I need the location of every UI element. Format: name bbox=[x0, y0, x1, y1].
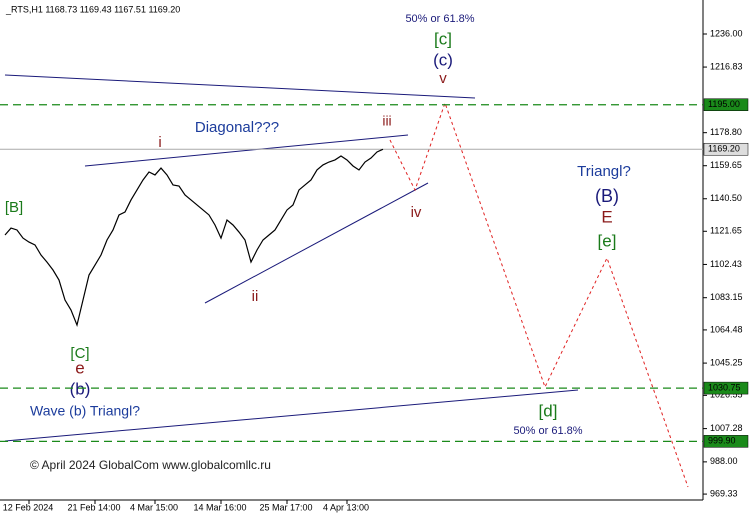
level-label: 999.90 bbox=[708, 436, 736, 446]
x-tick-label: 4 Mar 15:00 bbox=[130, 502, 178, 512]
annotation: e bbox=[75, 358, 84, 377]
annotation: 50% or 61.8% bbox=[513, 425, 582, 437]
x-tick-label: 14 Mar 16:00 bbox=[193, 502, 246, 512]
annotation: (B) bbox=[595, 186, 619, 206]
annotation: Wave (b) Triangl? bbox=[30, 403, 140, 419]
forecast-path bbox=[389, 101, 689, 488]
annotation: [c] bbox=[434, 29, 452, 48]
annotation: iii bbox=[382, 113, 391, 129]
y-tick-label: 1121.65 bbox=[710, 226, 742, 236]
y-tick-label: 969.33 bbox=[710, 488, 738, 498]
annotation: [e] bbox=[598, 231, 617, 250]
trendline bbox=[204, 182, 429, 304]
y-tick-label: 1178.80 bbox=[710, 127, 742, 137]
copyright: © April 2024 GlobalCom www.globalcomllc.… bbox=[30, 458, 271, 472]
annotation: [d] bbox=[539, 401, 558, 420]
level-label: 1030.75 bbox=[708, 382, 741, 392]
level-box bbox=[703, 98, 749, 111]
header: _RTS,H1 1168.73 1169.43 1167.51 1169.20 bbox=[5, 4, 180, 14]
trendlines bbox=[4, 74, 689, 488]
x-tick-label: 21 Feb 14:00 bbox=[67, 502, 120, 512]
price-line bbox=[4, 148, 384, 328]
y-tick-label: 1045.25 bbox=[710, 357, 743, 367]
y-tick-label: 1102.43 bbox=[710, 259, 742, 269]
annotation: v bbox=[439, 70, 447, 87]
annotation: [C] bbox=[70, 345, 89, 362]
y-tick-label: 1216.83 bbox=[710, 61, 743, 71]
annotation: [B] bbox=[5, 199, 23, 216]
level-box bbox=[703, 142, 749, 156]
annotation: ii bbox=[252, 288, 259, 305]
level-box bbox=[703, 381, 749, 395]
annotation: Diagonal??? bbox=[195, 119, 279, 136]
y-tick-label: 1026.55 bbox=[710, 390, 743, 400]
x-tick-label: 25 Mar 17:00 bbox=[259, 502, 312, 512]
trendline bbox=[84, 134, 409, 167]
level-box bbox=[703, 435, 749, 448]
y-tick-label: 1083.15 bbox=[710, 292, 743, 302]
annotation: 50% or 61.8% bbox=[405, 13, 474, 25]
x-tick-label: 4 Apr 13:00 bbox=[323, 502, 369, 512]
annotation: E bbox=[601, 207, 612, 226]
y-tick-label: 1064.48 bbox=[710, 324, 743, 334]
annotations: 50% or 61.8% [c] (c) v Diagonal??? i iii… bbox=[5, 13, 631, 437]
annotation: i bbox=[158, 134, 161, 151]
y-tick-label: 988.00 bbox=[710, 456, 738, 466]
y-tick-label: 1140.50 bbox=[710, 193, 742, 203]
level-label: 1169.20 bbox=[708, 144, 740, 154]
level-label: 1195.00 bbox=[708, 99, 740, 109]
annotation: (c) bbox=[433, 50, 453, 69]
annotation: Triangl? bbox=[577, 163, 631, 180]
annotation: (b) bbox=[70, 379, 91, 398]
trendline bbox=[4, 74, 476, 99]
x-tick-label: 12 Feb 2024 bbox=[3, 502, 54, 512]
trendline bbox=[4, 389, 579, 442]
annotation: iv bbox=[411, 204, 422, 221]
y-tick-label: 1159.65 bbox=[710, 160, 742, 170]
y-tick-label: 1236.00 bbox=[710, 28, 743, 38]
y-tick-label: 1007.28 bbox=[710, 423, 743, 433]
